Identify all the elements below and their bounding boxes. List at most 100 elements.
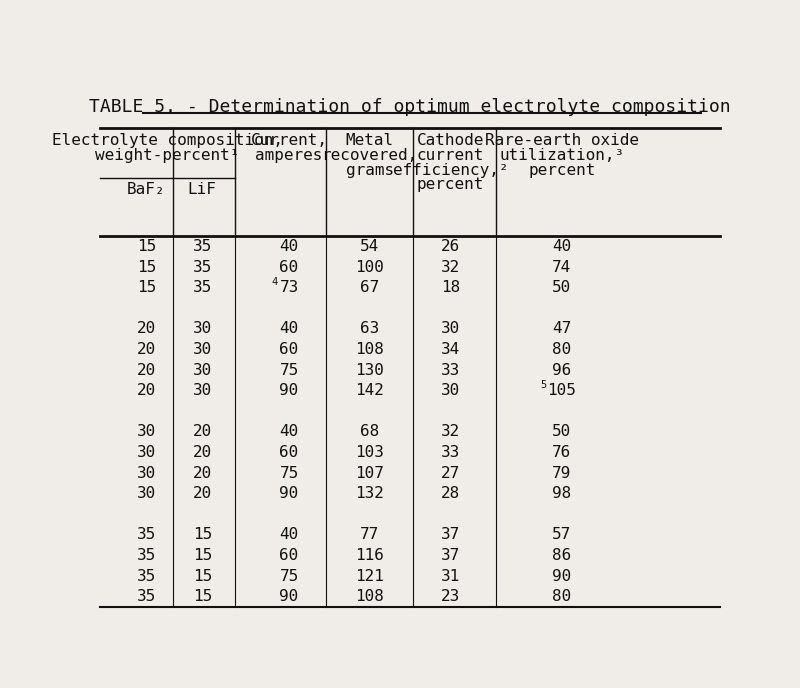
Text: 96: 96 xyxy=(552,363,571,378)
Text: 107: 107 xyxy=(355,466,384,481)
Text: 132: 132 xyxy=(355,486,384,502)
Text: amperes: amperes xyxy=(255,148,322,163)
Text: Metal: Metal xyxy=(346,133,394,148)
Text: 80: 80 xyxy=(552,589,571,604)
Text: 35: 35 xyxy=(137,589,156,604)
Text: 86: 86 xyxy=(552,548,571,563)
Text: 75: 75 xyxy=(279,466,298,481)
Text: 76: 76 xyxy=(552,445,571,460)
Text: 121: 121 xyxy=(355,568,384,583)
Text: 75: 75 xyxy=(279,363,298,378)
Text: 90: 90 xyxy=(552,568,571,583)
Text: 30: 30 xyxy=(441,321,460,336)
Text: 54: 54 xyxy=(360,239,379,254)
Text: 75: 75 xyxy=(279,568,298,583)
Text: Rare-earth oxide: Rare-earth oxide xyxy=(485,133,639,148)
Text: 37: 37 xyxy=(441,528,460,542)
Text: 50: 50 xyxy=(552,424,571,440)
Text: percent: percent xyxy=(417,178,484,193)
Text: 90: 90 xyxy=(279,486,298,502)
Text: 40: 40 xyxy=(279,424,298,440)
Text: 32: 32 xyxy=(441,259,460,275)
Text: 60: 60 xyxy=(279,342,298,357)
Text: 90: 90 xyxy=(279,383,298,398)
Text: 35: 35 xyxy=(193,259,212,275)
Text: 63: 63 xyxy=(360,321,379,336)
Text: 20: 20 xyxy=(193,486,212,502)
Text: 40: 40 xyxy=(279,321,298,336)
Text: 33: 33 xyxy=(441,445,460,460)
Text: 35: 35 xyxy=(137,568,156,583)
Text: 23: 23 xyxy=(441,589,460,604)
Text: 142: 142 xyxy=(355,383,384,398)
Text: 26: 26 xyxy=(441,239,460,254)
Text: grams: grams xyxy=(346,162,394,178)
Text: 20: 20 xyxy=(137,363,156,378)
Text: 30: 30 xyxy=(137,466,156,481)
Text: 35: 35 xyxy=(193,239,212,254)
Text: 27: 27 xyxy=(441,466,460,481)
Text: 60: 60 xyxy=(279,259,298,275)
Text: 116: 116 xyxy=(355,548,384,563)
Text: 100: 100 xyxy=(355,259,384,275)
Text: 30: 30 xyxy=(193,383,212,398)
Text: 4: 4 xyxy=(271,277,278,287)
Text: Cathode: Cathode xyxy=(417,133,484,148)
Text: 57: 57 xyxy=(552,528,571,542)
Text: 34: 34 xyxy=(441,342,460,357)
Text: 15: 15 xyxy=(193,589,212,604)
Text: 60: 60 xyxy=(279,445,298,460)
Text: 79: 79 xyxy=(552,466,571,481)
Text: 130: 130 xyxy=(355,363,384,378)
Text: 40: 40 xyxy=(279,239,298,254)
Text: 20: 20 xyxy=(193,424,212,440)
Text: efficiency,²: efficiency,² xyxy=(393,162,508,178)
Text: weight-percent¹: weight-percent¹ xyxy=(95,148,240,163)
Text: BaF₂: BaF₂ xyxy=(127,182,166,197)
Text: 20: 20 xyxy=(137,321,156,336)
Text: 35: 35 xyxy=(137,528,156,542)
Text: 20: 20 xyxy=(137,342,156,357)
Text: 47: 47 xyxy=(552,321,571,336)
Text: 77: 77 xyxy=(360,528,379,542)
Text: 103: 103 xyxy=(355,445,384,460)
Text: current: current xyxy=(417,148,484,163)
Text: 90: 90 xyxy=(279,589,298,604)
Text: Current,: Current, xyxy=(250,133,328,148)
Text: 68: 68 xyxy=(360,424,379,440)
Text: 30: 30 xyxy=(441,383,460,398)
Text: 15: 15 xyxy=(193,528,212,542)
Text: 98: 98 xyxy=(552,486,571,502)
Text: 30: 30 xyxy=(193,321,212,336)
Text: 30: 30 xyxy=(193,342,212,357)
Text: 30: 30 xyxy=(137,486,156,502)
Text: 60: 60 xyxy=(279,548,298,563)
Text: 30: 30 xyxy=(137,424,156,440)
Text: 18: 18 xyxy=(441,280,460,295)
Text: 40: 40 xyxy=(279,528,298,542)
Text: 108: 108 xyxy=(355,342,384,357)
Text: 73: 73 xyxy=(279,280,298,295)
Text: 30: 30 xyxy=(193,363,212,378)
Text: 15: 15 xyxy=(137,280,156,295)
Text: 28: 28 xyxy=(441,486,460,502)
Text: 35: 35 xyxy=(137,548,156,563)
Text: 67: 67 xyxy=(360,280,379,295)
Text: 32: 32 xyxy=(441,424,460,440)
Text: recovered,: recovered, xyxy=(322,148,418,163)
Text: utilization,³: utilization,³ xyxy=(499,148,625,163)
Text: 33: 33 xyxy=(441,363,460,378)
Text: percent: percent xyxy=(528,162,595,178)
Text: 20: 20 xyxy=(193,466,212,481)
Text: LiF: LiF xyxy=(188,182,217,197)
Text: 15: 15 xyxy=(193,548,212,563)
Text: 5: 5 xyxy=(540,380,546,390)
Text: 37: 37 xyxy=(441,548,460,563)
Text: 105: 105 xyxy=(547,383,576,398)
Text: 108: 108 xyxy=(355,589,384,604)
Text: Electrolyte composition,: Electrolyte composition, xyxy=(52,133,283,148)
Text: 15: 15 xyxy=(193,568,212,583)
Text: 15: 15 xyxy=(137,259,156,275)
Text: 35: 35 xyxy=(193,280,212,295)
Text: 40: 40 xyxy=(552,239,571,254)
